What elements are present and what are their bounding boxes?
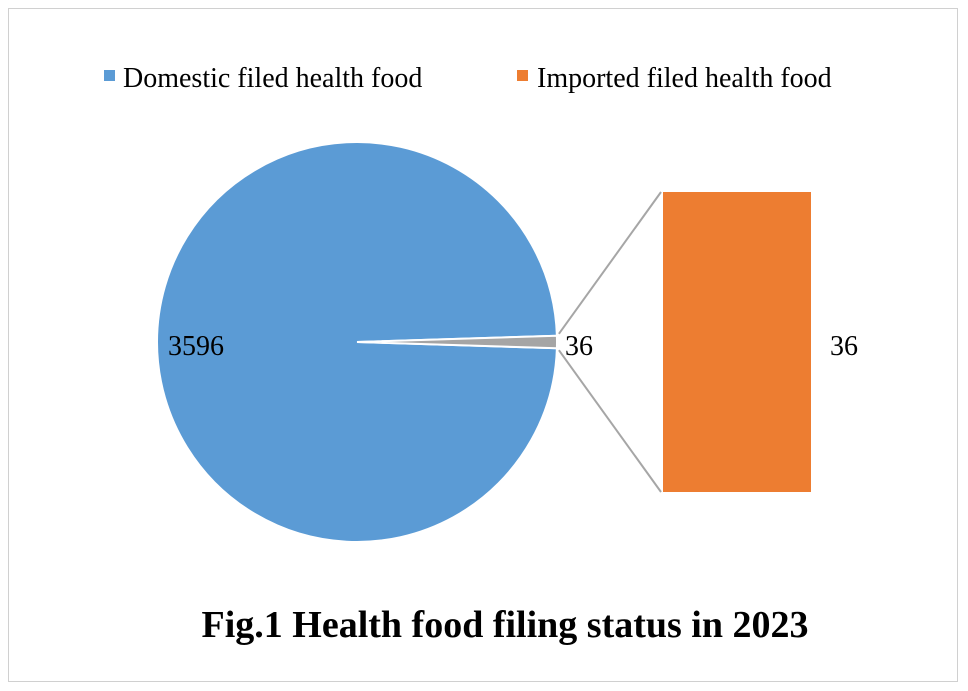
legend-swatch-imported (517, 70, 528, 81)
pie-slice-other (356, 334, 558, 350)
secondary-bar-imported (663, 192, 811, 492)
legend-label-domestic: Domestic filed health food (123, 63, 422, 94)
data-label-other: 36 (565, 331, 593, 362)
primary-pie (156, 141, 558, 543)
connector-line-top (558, 191, 662, 335)
pie-slice-domestic (156, 141, 558, 543)
legend-swatch-domestic (104, 70, 115, 81)
data-label-domestic: 3596 (168, 331, 224, 362)
legend-label-imported: Imported filed health food (537, 63, 832, 94)
data-label-imported: 36 (830, 331, 858, 362)
connector-line-bottom (558, 349, 662, 493)
figure-caption: Fig.1 Health food filing status in 2023 (202, 604, 809, 646)
legend: Domestic filed health food Imported file… (104, 63, 832, 94)
